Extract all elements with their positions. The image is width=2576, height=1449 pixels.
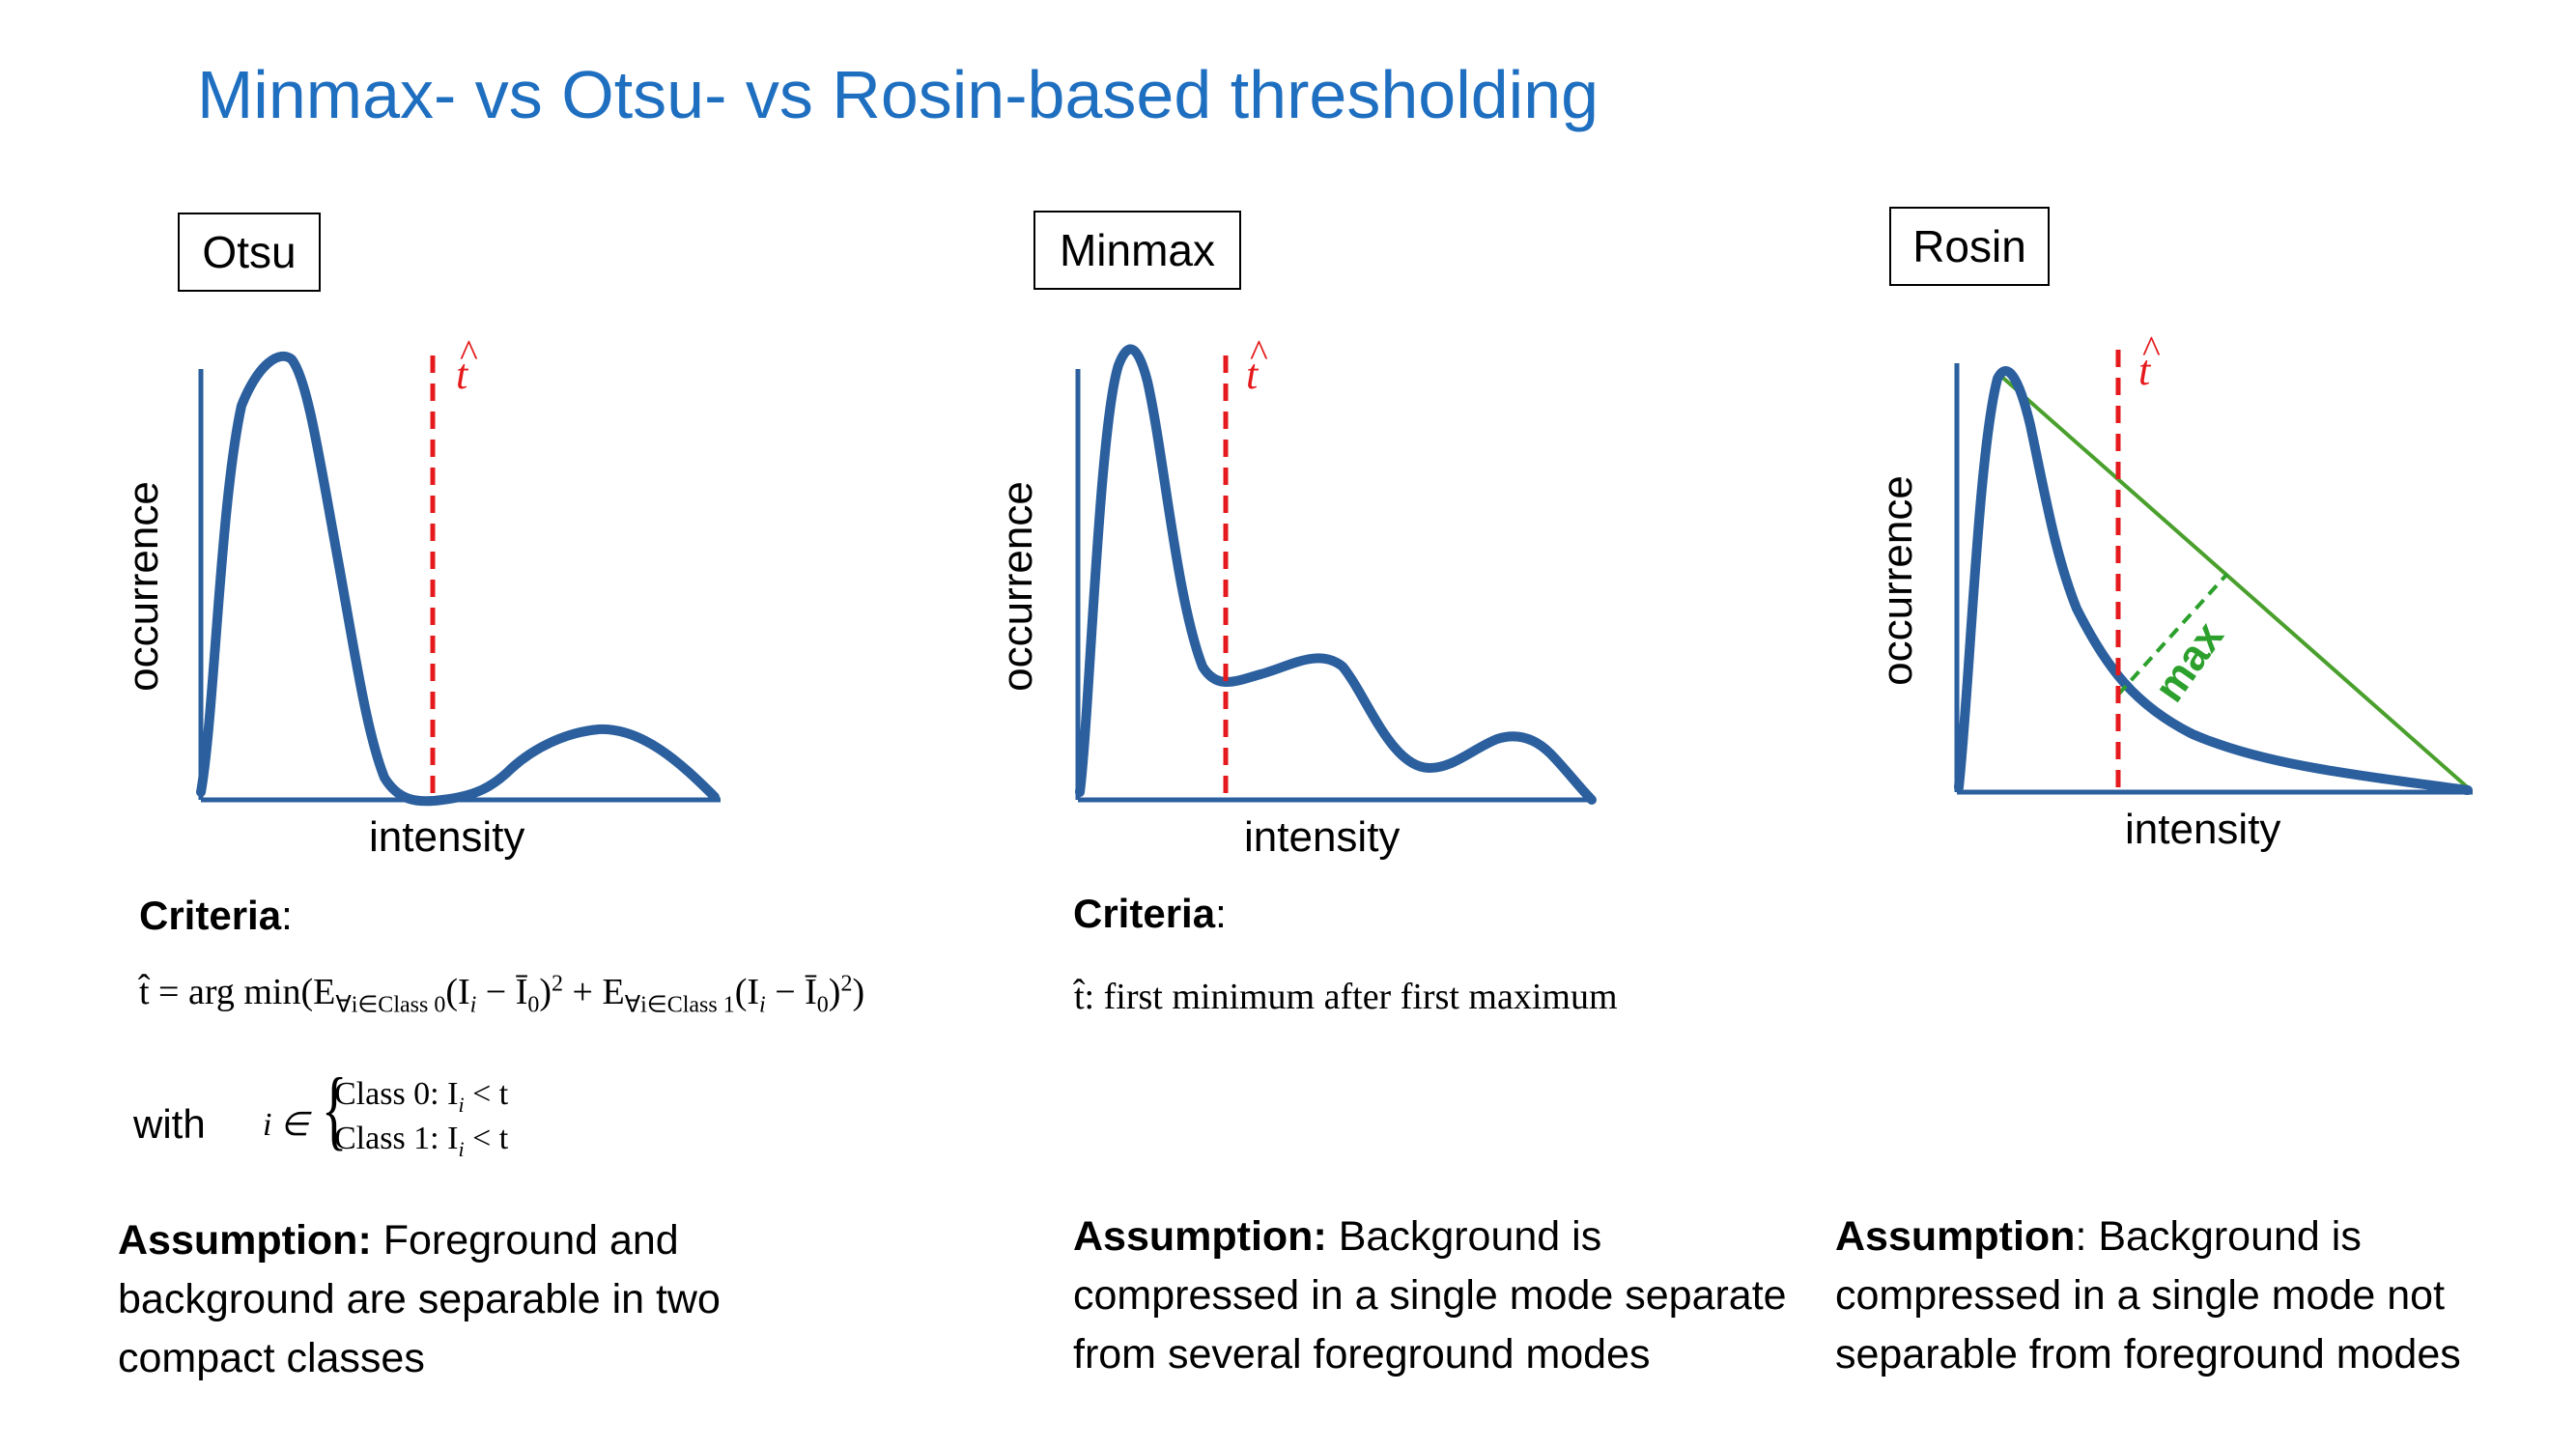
slide-title: Minmax- vs Otsu- vs Rosin-based threshol… xyxy=(197,57,1599,132)
otsu-criteria-heading: Criteria: xyxy=(139,893,293,938)
minmax-criteria-formula: t̂: first minimum after first maximum xyxy=(1074,977,1618,1017)
minmax-criteria-heading: Criteria: xyxy=(1073,891,1227,936)
minmax-label: Minmax xyxy=(1059,225,1216,275)
minmax-label-box: Minmax xyxy=(1033,211,1241,290)
otsu-x-axis-label: intensity xyxy=(369,813,525,861)
minmax-threshold-symbol: ^ t xyxy=(1246,331,1268,398)
otsu-threshold-symbol: ^ t xyxy=(456,331,478,398)
cases-prefix: i ∈ xyxy=(263,1107,309,1143)
minmax-y-axis-label: occurrence xyxy=(994,481,1041,692)
minmax-assumption: Assumption: Background is compressed in … xyxy=(1073,1213,1787,1378)
otsu-assumption: Assumption: Foreground and background ar… xyxy=(118,1217,721,1381)
otsu-threshold-hat: ^ xyxy=(460,331,478,375)
rosin-label-box: Rosin xyxy=(1889,207,2050,286)
otsu-class-cases: i ∈ { Class 0: Ii < t Class 1: Ii < t xyxy=(263,1065,610,1173)
otsu-criteria-formula: t̂ = arg min(E∀i∈Class 0(Ii − Ī0)2 + E∀i… xyxy=(139,971,865,1018)
rosin-threshold-hat: ^ xyxy=(2142,327,2161,371)
minmax-x-axis-label: intensity xyxy=(1244,813,1401,861)
otsu-label: Otsu xyxy=(202,227,297,277)
otsu-with-label: with xyxy=(133,1101,206,1147)
otsu-histogram-curve xyxy=(196,351,720,807)
rosin-threshold-symbol: ^ t xyxy=(2138,327,2161,394)
rosin-label: Rosin xyxy=(1912,221,2026,271)
otsu-y-axis-label: occurrence xyxy=(120,481,167,692)
rosin-y-axis-label: occurrence xyxy=(1874,475,1921,686)
case-class-0: Class 0: Ii < t xyxy=(334,1076,509,1117)
cases-brace: { xyxy=(321,1060,348,1158)
rosin-assumption: Assumption: Background is compressed in … xyxy=(1835,1213,2461,1378)
rosin-x-axis-label: intensity xyxy=(2125,806,2281,853)
case-class-1: Class 1: Ii < t xyxy=(334,1121,509,1161)
minmax-threshold-hat: ^ xyxy=(1250,331,1268,375)
otsu-label-box: Otsu xyxy=(178,213,321,292)
